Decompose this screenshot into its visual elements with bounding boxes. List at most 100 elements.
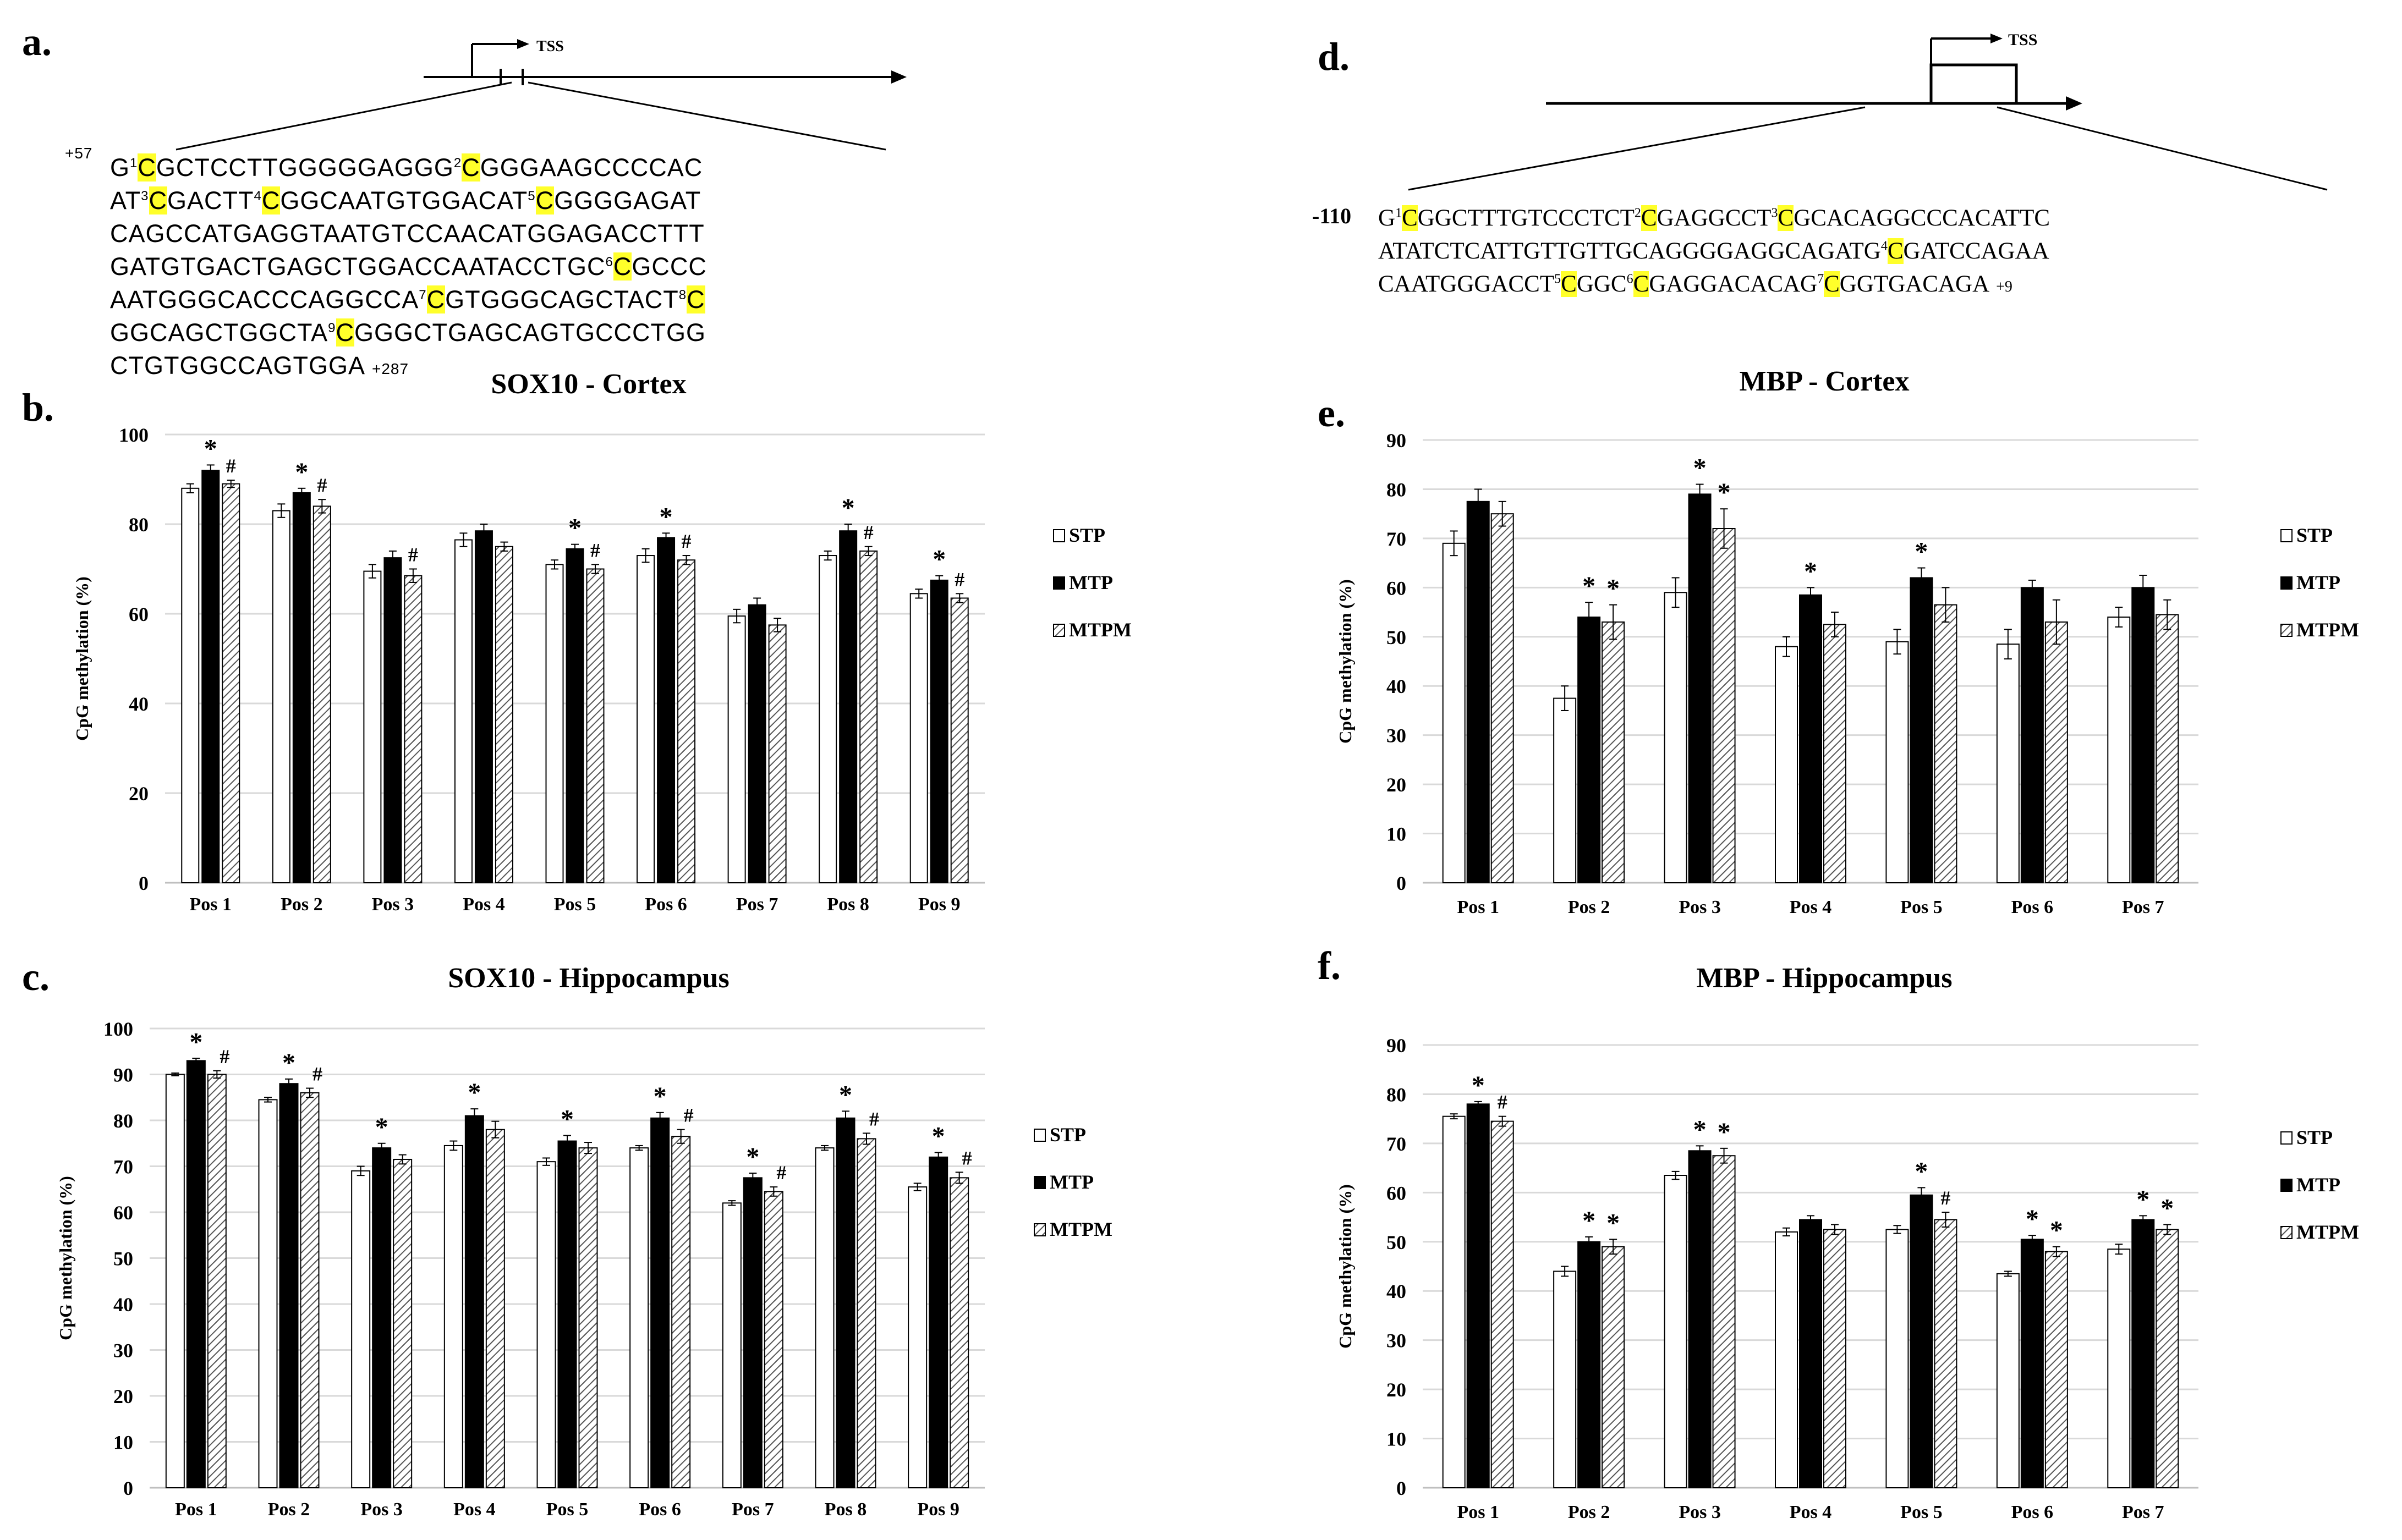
bar-stp [1885, 641, 1909, 883]
bar-stp [1553, 1270, 1577, 1488]
y-tick-label: 40 [113, 1294, 133, 1316]
x-tick-label: Pos 3 [372, 894, 414, 915]
significance-hash: # [312, 1063, 322, 1085]
panel-label-e: e. [1318, 391, 1345, 435]
x-tick-label: Pos 2 [1568, 897, 1610, 917]
legend-swatch-mtp [1034, 1176, 1046, 1189]
sequence-text: GCACAGGCCCACATTC [1794, 205, 2050, 231]
cpg-site-highlight: C [149, 186, 168, 215]
significance-hash: # [684, 1104, 694, 1126]
bar-mtpm [677, 559, 696, 883]
bar-mtpm [1934, 1219, 1957, 1488]
cpg-site-highlight: C [261, 186, 281, 215]
bar-stp [443, 1145, 463, 1488]
x-tick-label: Pos 4 [463, 894, 505, 915]
cpg-site-highlight: C [1824, 271, 1840, 297]
chart-sox10-cortex: SOX10 - Cortex 0 20 40 60 80 100 CpG methylatio… [72, 369, 1132, 915]
bar-mtp [201, 470, 220, 883]
y-tick-label: 0 [1396, 872, 1406, 894]
significance-star: * [189, 1027, 202, 1057]
y-tick-label: 0 [1396, 1477, 1406, 1499]
panel-label-c: c. [22, 955, 50, 999]
bar-stp [1442, 1115, 1466, 1488]
sequence-text: GGC [1576, 271, 1627, 297]
bar-mtp [650, 1117, 670, 1488]
cpg-site-highlight: C [1641, 205, 1657, 231]
chart-title: SOX10 - Cortex [491, 369, 686, 400]
legend-swatch-stp [2280, 529, 2293, 542]
sequence-text: G [110, 153, 130, 182]
cpg-site-highlight: C [426, 285, 446, 314]
significance-star: * [1606, 574, 1620, 603]
x-tick-label: Pos 7 [732, 1499, 774, 1520]
sequence-text: GGGAAGCCCCAC [480, 153, 703, 182]
significance-star: * [1718, 478, 1731, 507]
gene-diagram-d: TSS [1408, 31, 2328, 191]
significance-star: * [1915, 537, 1928, 566]
bar-stp [2107, 1248, 2131, 1488]
significance-hash: # [226, 455, 236, 477]
legend-label: MTPM [1069, 619, 1132, 641]
cpg-site-highlight: C [138, 153, 156, 182]
cpg-site-number: 2 [1634, 206, 1641, 221]
x-tick-label: Pos 4 [1790, 1502, 1832, 1522]
y-tick-label: 10 [113, 1432, 133, 1454]
bar-mtpm [586, 568, 605, 883]
bar-mtpm [1823, 1229, 1846, 1488]
significance-star: * [561, 1105, 574, 1134]
legend-swatch-mtpm [2280, 1226, 2293, 1239]
bar-mtpm [764, 1191, 783, 1488]
bar-mtpm [2044, 1251, 2068, 1489]
x-tick-label: Pos 1 [1457, 1502, 1499, 1522]
x-tick-label: Pos 6 [639, 1499, 681, 1520]
x-tick-label: Pos 9 [918, 894, 961, 915]
cpg-site-number: 4 [254, 189, 262, 204]
bar-mtp [2131, 587, 2155, 884]
panel-label-f: f. [1318, 944, 1341, 988]
bar-mtp [292, 492, 311, 883]
significance-star: * [1804, 557, 1817, 586]
sequence-text: GACTT [167, 186, 254, 215]
bar-stp [1775, 1231, 1798, 1488]
x-tick-label: Pos 5 [546, 1499, 589, 1520]
bar-mtp [743, 1177, 763, 1488]
x-tick-label: Pos 5 [1900, 897, 1943, 917]
significance-star: * [282, 1048, 295, 1077]
sequence-text: GGGGAGAT [554, 186, 701, 215]
legend-label: STP [1050, 1124, 1086, 1146]
bar-mtp [2131, 1219, 2155, 1488]
significance-star: * [2050, 1216, 2063, 1245]
bar-mtpm [1490, 1120, 1514, 1488]
bar-mtp [1799, 1219, 1822, 1488]
bar-stp [2107, 617, 2131, 883]
chart-sox10-hippocampus: SOX10 - Hippocampus 0 10 20 30 40 50 60 70 80 90 10… [56, 963, 1112, 1520]
cpg-site-highlight: C [1887, 238, 1904, 264]
bar-mtp [279, 1083, 299, 1488]
gene-diagram-a: TSS [176, 38, 907, 151]
bar-mtpm [1712, 1155, 1736, 1488]
y-tick-label: 10 [1386, 823, 1406, 845]
bar-mtp [1688, 493, 1712, 883]
significance-star: * [2026, 1204, 2039, 1234]
cpg-site-number: 6 [605, 255, 613, 270]
significance-star: * [568, 514, 582, 543]
y-tick-label: 20 [1386, 774, 1406, 796]
y-tick-label: 20 [1386, 1379, 1406, 1401]
bar-stp [722, 1202, 742, 1488]
x-tick-label: Pos 1 [190, 894, 232, 915]
significance-star: * [1718, 1118, 1731, 1147]
significance-star: * [1693, 1115, 1707, 1144]
x-tick-label: Pos 8 [827, 894, 869, 915]
sequence-text: GGCAATGTGGACAT [280, 186, 528, 215]
bar-stp [909, 593, 928, 883]
significance-star: * [1472, 1071, 1485, 1100]
chart-title: SOX10 - Hippocampus [448, 963, 729, 994]
bar-stp [1775, 646, 1798, 884]
cpg-site-number: 4 [1880, 239, 1888, 254]
bar-mtp [1799, 594, 1822, 883]
significance-hash: # [869, 1108, 879, 1130]
significance-star: * [660, 502, 673, 531]
x-tick-label: Pos 6 [2011, 1502, 2054, 1522]
significance-hash: # [408, 544, 418, 566]
sequence-text: GGCTTTGTCCCTCT [1417, 205, 1635, 231]
